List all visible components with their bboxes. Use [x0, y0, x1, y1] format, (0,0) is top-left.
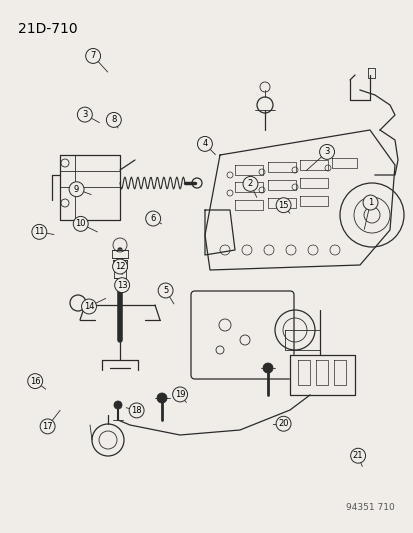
Circle shape [319, 144, 334, 159]
Text: 4: 4 [202, 140, 207, 148]
Circle shape [158, 283, 173, 298]
Circle shape [69, 182, 84, 197]
Text: 1: 1 [367, 198, 372, 207]
Circle shape [40, 419, 55, 434]
Circle shape [362, 195, 377, 210]
Text: 3: 3 [82, 110, 87, 119]
Text: 9: 9 [74, 185, 79, 193]
Polygon shape [114, 270, 126, 278]
Circle shape [73, 216, 88, 231]
Polygon shape [113, 260, 127, 268]
Circle shape [81, 299, 96, 314]
Circle shape [106, 112, 121, 127]
Text: 8: 8 [111, 116, 116, 124]
Text: 6: 6 [150, 214, 155, 223]
Text: 14: 14 [83, 302, 94, 311]
Text: 13: 13 [116, 281, 127, 289]
Polygon shape [289, 355, 354, 395]
Circle shape [28, 374, 43, 389]
Circle shape [197, 136, 212, 151]
Circle shape [32, 224, 47, 239]
Polygon shape [112, 250, 128, 258]
Text: 18: 18 [131, 406, 142, 415]
Text: 12: 12 [114, 262, 125, 271]
Circle shape [145, 211, 160, 226]
Circle shape [129, 403, 144, 418]
Circle shape [242, 176, 257, 191]
Circle shape [114, 278, 129, 293]
Text: 10: 10 [75, 220, 86, 228]
Text: 11: 11 [34, 228, 45, 236]
Circle shape [172, 387, 187, 402]
Text: 21D-710: 21D-710 [18, 22, 78, 36]
Text: 19: 19 [174, 390, 185, 399]
Circle shape [275, 198, 290, 213]
Circle shape [157, 393, 166, 403]
Text: 2: 2 [247, 180, 252, 188]
FancyBboxPatch shape [190, 291, 293, 379]
Text: 15: 15 [278, 201, 288, 209]
Circle shape [85, 49, 100, 63]
Circle shape [350, 448, 365, 463]
Circle shape [77, 107, 92, 122]
Text: 94351 710: 94351 710 [345, 503, 394, 512]
Text: 3: 3 [324, 148, 329, 156]
Text: 16: 16 [30, 377, 40, 385]
Circle shape [112, 259, 127, 274]
Circle shape [262, 363, 272, 373]
Text: 7: 7 [90, 52, 95, 60]
Circle shape [275, 416, 290, 431]
Circle shape [114, 401, 122, 409]
Text: 21: 21 [352, 451, 363, 460]
Text: 20: 20 [278, 419, 288, 428]
Text: 17: 17 [42, 422, 53, 431]
Text: 5: 5 [163, 286, 168, 295]
